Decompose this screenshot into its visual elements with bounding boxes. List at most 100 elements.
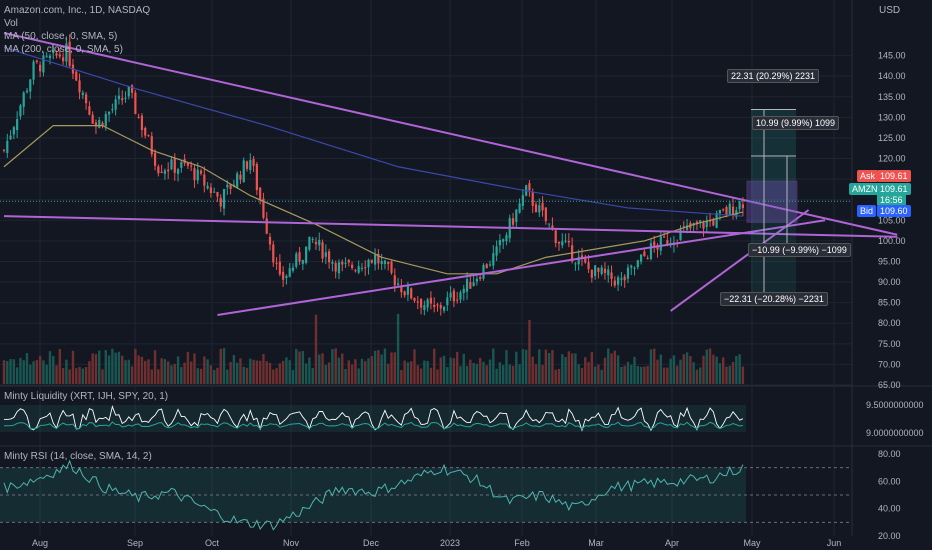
volume-bar xyxy=(268,362,272,384)
volume-bar xyxy=(265,361,268,384)
y-tick-label: 100.00 xyxy=(878,236,906,246)
currency-label: USD xyxy=(879,5,901,16)
candle-body xyxy=(708,220,712,222)
candle-body xyxy=(722,209,725,211)
x-tick-label: Oct xyxy=(205,538,220,548)
volume-bar xyxy=(485,365,488,384)
candle-body xyxy=(52,50,55,54)
volume-bar xyxy=(209,365,213,384)
candle-body xyxy=(534,204,538,213)
volume-bar xyxy=(245,367,249,384)
candle-body xyxy=(121,98,124,101)
candle-body xyxy=(416,301,419,303)
volume-bar xyxy=(465,366,469,384)
candle-body xyxy=(88,106,91,115)
countdown: 16:56 xyxy=(877,194,906,206)
candle-body xyxy=(620,278,623,280)
candle-body xyxy=(39,64,42,72)
candle-body xyxy=(255,164,258,191)
y-tick-label: 95.00 xyxy=(878,256,901,266)
volume-bars xyxy=(2,313,745,384)
volume-bar xyxy=(446,367,449,384)
candle-body xyxy=(531,191,534,206)
volume-bar xyxy=(170,365,173,384)
volume-bar xyxy=(137,355,140,384)
volume-bar xyxy=(590,352,594,384)
volume-bar xyxy=(242,366,245,384)
volume-bar xyxy=(48,351,52,384)
candle-body xyxy=(600,267,603,274)
ask-price: 109.61 xyxy=(877,170,911,182)
candle-body xyxy=(617,277,620,285)
candle-body xyxy=(334,263,337,272)
volume-bar xyxy=(419,368,423,384)
volume-bar xyxy=(689,355,692,384)
volume-bar xyxy=(551,350,554,384)
candle-body xyxy=(442,306,446,311)
candle-body xyxy=(475,278,478,282)
volume-bar xyxy=(557,368,561,384)
volume-bar xyxy=(646,365,649,384)
candle-body xyxy=(137,116,140,118)
candle-body xyxy=(170,159,173,170)
candle-body xyxy=(6,141,9,154)
volume-bar xyxy=(196,368,199,384)
volume-bar xyxy=(360,358,364,384)
volume-bar xyxy=(603,357,607,384)
volume-bar xyxy=(186,351,190,384)
candle-body xyxy=(12,127,15,135)
candle-body xyxy=(219,197,222,207)
candle-body xyxy=(249,159,252,171)
volume-bar xyxy=(462,353,465,384)
candle-body xyxy=(538,205,541,213)
candle-body xyxy=(81,92,84,96)
candle-body xyxy=(695,221,699,225)
volume-bar xyxy=(222,348,226,384)
candle-body xyxy=(265,218,268,234)
candle-body xyxy=(226,184,229,188)
candle-body xyxy=(341,261,344,265)
volume-bar xyxy=(29,364,32,384)
candle-body xyxy=(459,292,462,300)
volume-legend: Vol xyxy=(4,18,18,29)
ma200-line xyxy=(3,46,743,217)
candle-body xyxy=(685,225,689,230)
annotation-up-total: 22.31 (20.29%) 2231 xyxy=(727,69,820,83)
volume-bar xyxy=(35,360,39,384)
trendline xyxy=(217,219,826,316)
volume-bar xyxy=(275,368,278,384)
volume-bar xyxy=(475,363,479,384)
volume-bar xyxy=(285,357,288,384)
volume-bar xyxy=(495,368,498,384)
volume-bar xyxy=(249,358,252,384)
candle-body xyxy=(396,283,400,286)
candle-body xyxy=(85,94,88,104)
candle-body xyxy=(462,288,465,293)
volume-bar xyxy=(111,348,114,384)
price-range-tool[interactable] xyxy=(0,109,852,294)
volume-bar xyxy=(75,368,78,384)
volume-bar xyxy=(25,352,29,384)
volume-bar xyxy=(314,314,318,384)
volume-bar xyxy=(524,349,528,384)
candle-body xyxy=(373,254,377,265)
candle-body xyxy=(190,165,193,167)
candle-body xyxy=(9,135,12,140)
volume-bar xyxy=(318,354,321,384)
candle-body xyxy=(456,299,459,301)
candle-body xyxy=(626,267,630,279)
volume-bar xyxy=(564,356,567,384)
volume-bar xyxy=(262,353,265,384)
rsi-line xyxy=(3,459,744,531)
candle-body xyxy=(308,236,311,250)
candle-body xyxy=(117,95,121,100)
volume-bar xyxy=(127,359,130,384)
volume-bar xyxy=(42,360,45,384)
volume-bar xyxy=(633,356,636,384)
y-tick-label: 90.00 xyxy=(878,277,901,287)
candle-body xyxy=(22,92,25,107)
volume-bar xyxy=(134,348,137,384)
volume-bar xyxy=(666,367,669,384)
candle-body xyxy=(390,261,393,273)
candle-body xyxy=(452,290,456,302)
